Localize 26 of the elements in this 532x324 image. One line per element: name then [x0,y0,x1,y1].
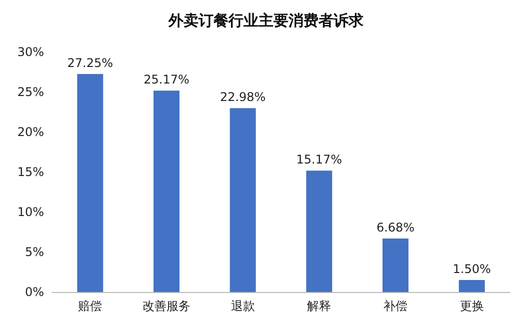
chart-title: 外卖订餐行业主要消费者诉求 [168,12,364,30]
x-tick-label: 退款 [230,299,255,313]
bar [77,74,104,292]
x-tick-label: 更换 [460,299,484,313]
y-tick-label: 10% [17,205,44,219]
y-tick-label: 0% [24,285,44,299]
bar [382,238,408,292]
bar [154,90,180,292]
y-tick-label: 25% [17,85,44,99]
y-tick-label: 20% [17,125,44,139]
y-tick-label: 5% [24,245,44,259]
x-tick-label: 解释 [307,299,332,313]
y-tick-label: 15% [17,165,44,179]
bar [230,108,256,292]
bar [306,170,332,292]
x-tick-label: 赔偿 [78,299,102,313]
x-tick-label: 改善服务 [142,299,190,313]
data-label: 1.50% [452,262,491,276]
bar [458,280,485,292]
data-label: 25.17% [144,72,190,87]
data-label: 15.17% [296,152,342,167]
data-label: 22.98% [220,90,266,104]
x-tick-label: 补偿 [384,299,408,313]
data-label: 27.25% [67,56,114,70]
y-tick-label: 30% [17,45,44,59]
data-label: 6.68% [376,220,415,235]
